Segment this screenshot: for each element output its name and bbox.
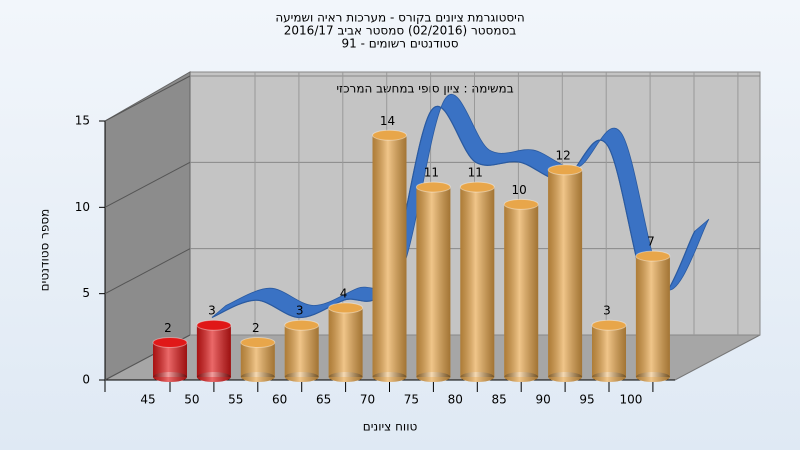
- bar-top: [503, 198, 539, 210]
- x-tick-label: 45: [140, 393, 155, 407]
- grid-line: [104, 75, 191, 122]
- value-label: 12: [555, 148, 570, 162]
- bar-shade: [196, 372, 231, 382]
- bar-top: [196, 319, 232, 331]
- value-label: 3: [296, 304, 304, 318]
- bar-top: [240, 336, 276, 348]
- bar-shade: [284, 372, 319, 382]
- value-label: 2: [252, 321, 260, 335]
- value-label: 11: [424, 166, 439, 180]
- y-tick-label: 10: [75, 200, 90, 214]
- value-label: 10: [512, 183, 527, 197]
- bar-shade: [240, 372, 275, 382]
- bar-shade: [592, 325, 626, 377]
- bar-top: [635, 250, 671, 262]
- x-axis-label: טווח ציונים: [363, 420, 418, 434]
- bar-shade: [504, 372, 539, 382]
- y-tick-label: 15: [75, 114, 90, 128]
- x-tick-label: 65: [316, 393, 331, 407]
- x-tick-label: 80: [448, 393, 463, 407]
- chart-subtitle: בסמסטר (02/2016) סמסטר אביב 2016/17: [284, 24, 516, 38]
- x-tick-label: 90: [535, 393, 550, 407]
- chart-title: היסטוגרמת ציונים בקורס - מערכות ראיה ושמ…: [275, 11, 524, 25]
- bar-shade: [153, 342, 187, 377]
- bar-top: [284, 319, 320, 331]
- chart-subtitle: סטודנטים רשומים - 91: [341, 37, 458, 51]
- bar-shade: [592, 372, 626, 382]
- x-tick-label: 100: [619, 393, 642, 407]
- bar-shade: [635, 372, 670, 382]
- grid-line: [104, 248, 191, 295]
- bar-shade: [460, 187, 495, 377]
- left-wall: [104, 71, 191, 381]
- bar-shade: [240, 342, 275, 377]
- line: [211, 106, 696, 319]
- x-tick-label: 95: [579, 393, 594, 407]
- bar-shade: [504, 204, 539, 377]
- value-label: 4: [340, 286, 348, 300]
- bar-top: [328, 302, 364, 314]
- value-label: 3: [603, 304, 611, 318]
- bar-shade: [372, 372, 407, 382]
- x-tick-label: 75: [404, 393, 419, 407]
- bar-shade: [372, 135, 407, 377]
- y-axis-label: מספר סטודנטים: [38, 209, 52, 292]
- x-tick-label: 60: [272, 393, 287, 407]
- bar-top: [152, 336, 188, 348]
- bar-shade: [416, 372, 451, 382]
- bar-shade: [196, 325, 231, 377]
- value-label: 14: [380, 114, 395, 128]
- bar-shade: [548, 372, 583, 382]
- bar-top: [372, 129, 407, 141]
- value-label: 3: [208, 304, 216, 318]
- bar-top: [459, 181, 495, 193]
- bar-top: [415, 181, 451, 193]
- bar-top: [547, 164, 583, 176]
- value-label: 11: [468, 166, 483, 180]
- value-label: 2: [164, 321, 172, 335]
- x-tick-label: 70: [360, 393, 375, 407]
- x-tick-label: 85: [492, 393, 507, 407]
- value-label: 7: [647, 235, 655, 249]
- bar-shade: [153, 372, 187, 382]
- annotation: במשימה : ציון סופי במחשב המרכזי: [336, 82, 513, 96]
- x-tick-label: 55: [228, 393, 243, 407]
- bar-shade: [284, 325, 319, 377]
- bar-top: [591, 319, 627, 331]
- bar-shade: [548, 169, 583, 377]
- bar-shade: [416, 187, 451, 377]
- x-tick-label: 50: [184, 393, 199, 407]
- y-tick-label: 0: [82, 373, 90, 387]
- bar-shade: [460, 372, 495, 382]
- bar-shade: [328, 372, 363, 382]
- bar-shade: [328, 307, 363, 377]
- grid-line: [104, 161, 191, 208]
- y-tick-label: 5: [82, 286, 90, 300]
- bar-shade: [635, 256, 670, 377]
